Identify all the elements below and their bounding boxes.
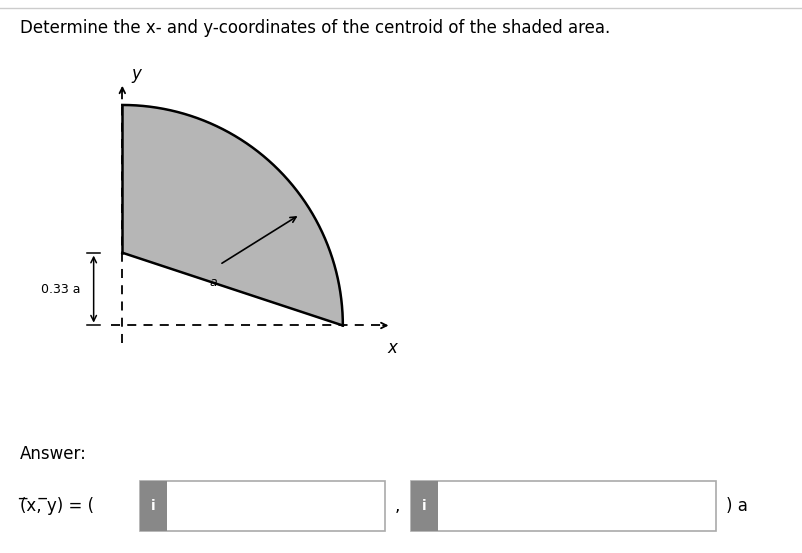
Text: (̅x, ̅y) = (: (̅x, ̅y) = (: [20, 497, 99, 515]
Text: y: y: [132, 65, 141, 83]
Text: x: x: [387, 339, 397, 357]
Text: a: a: [209, 276, 217, 289]
Text: i: i: [152, 499, 156, 513]
Bar: [411, 481, 438, 531]
Text: Determine the x- and y-coordinates of the centroid of the shaded area.: Determine the x- and y-coordinates of th…: [20, 19, 610, 38]
Text: ,: ,: [395, 497, 399, 515]
Polygon shape: [123, 105, 342, 326]
Text: Answer:: Answer:: [20, 445, 87, 463]
Bar: [140, 481, 385, 531]
Bar: [140, 481, 167, 531]
Bar: [411, 481, 716, 531]
Text: i: i: [423, 499, 427, 513]
Text: 0.33 a: 0.33 a: [41, 283, 80, 296]
Text: ) a: ) a: [726, 497, 747, 515]
